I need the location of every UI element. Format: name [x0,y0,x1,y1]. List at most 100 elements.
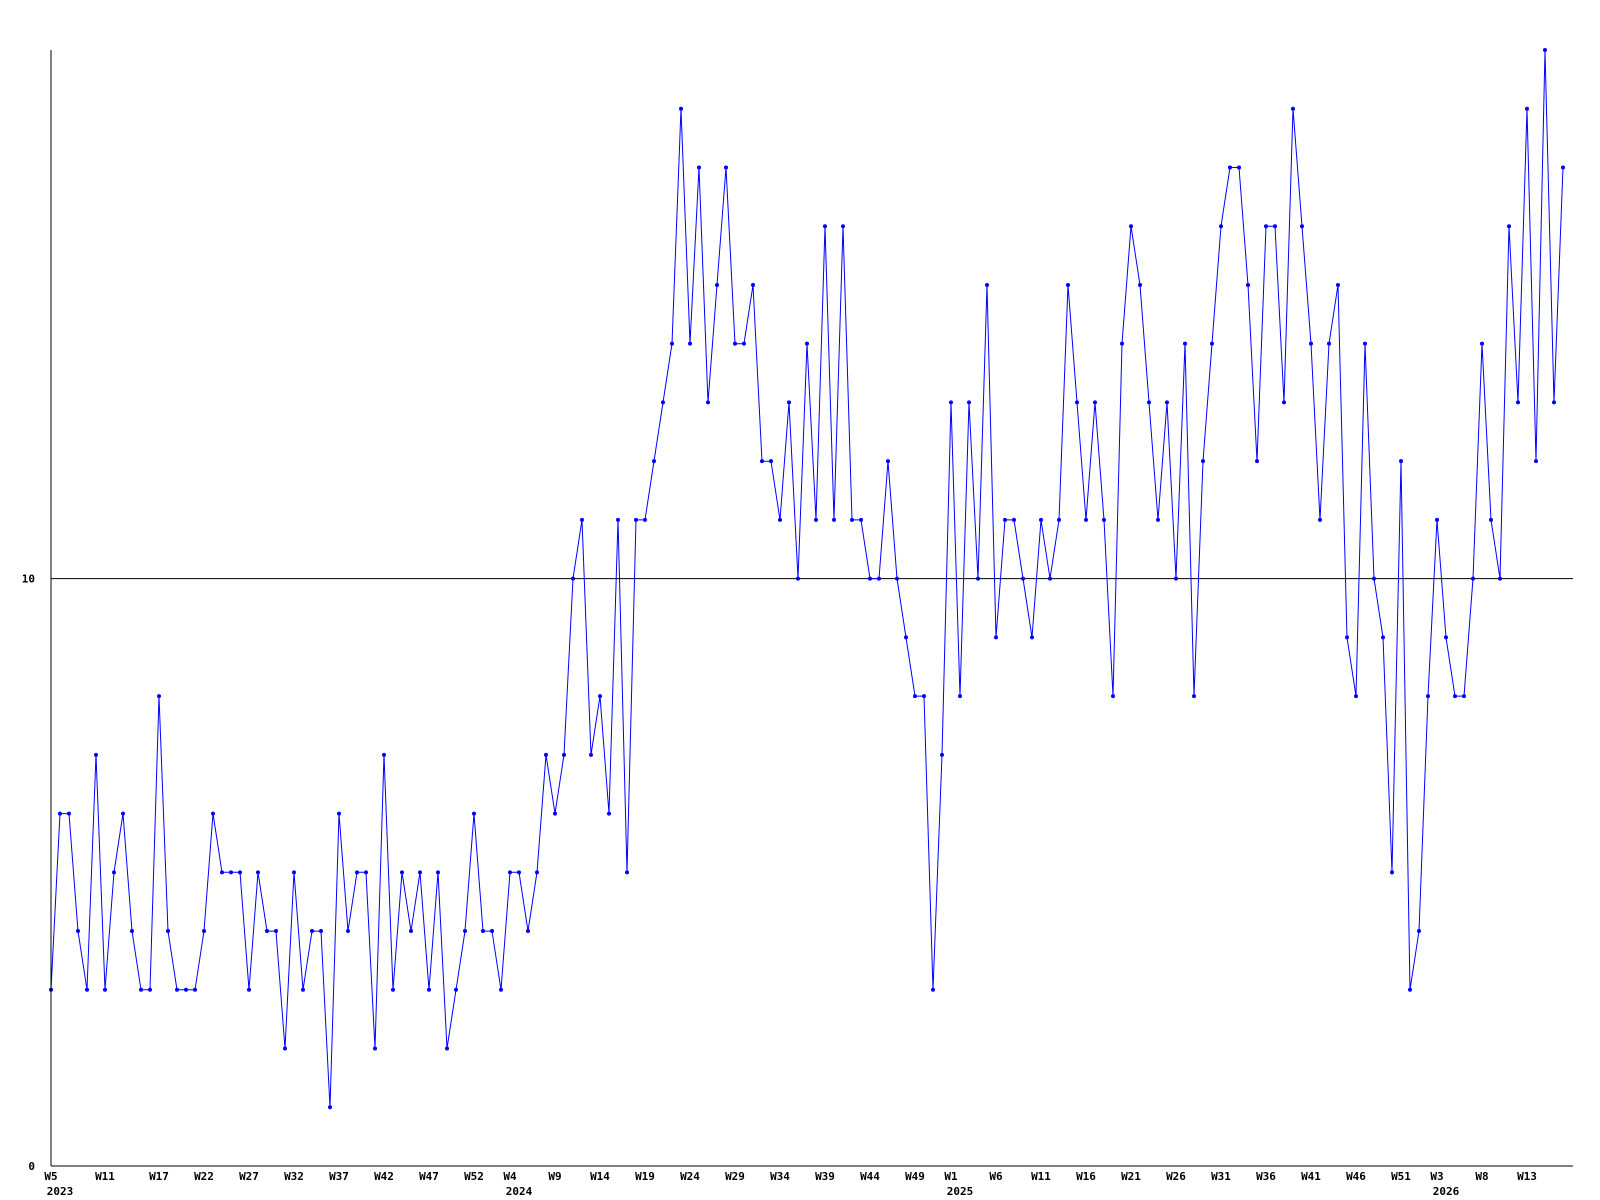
data-point [1363,341,1367,346]
data-point [1561,165,1565,170]
data-point [436,870,440,875]
data-point [490,929,494,934]
data-point [445,1046,449,1051]
data-point [1012,517,1016,522]
data-point [1210,341,1214,346]
data-point [112,870,116,875]
data-point [742,341,746,346]
data-point [1399,459,1403,464]
data-point [1426,694,1430,699]
x-tick-year-label: 2025 [947,1185,974,1198]
x-tick-label: W22 [194,1170,214,1183]
data-point [706,400,710,405]
data-point [976,576,980,581]
data-point [1201,459,1205,464]
data-point [1417,929,1421,934]
data-point [1039,517,1043,522]
data-point [1291,106,1295,111]
data-point [454,987,458,992]
x-tick-label: W3 [1430,1170,1443,1183]
x-tick-label: W13 [1517,1170,1537,1183]
x-tick-year-label: 2026 [1433,1185,1460,1198]
x-tick-label: W39 [815,1170,835,1183]
data-point [1300,224,1304,229]
data-point [1219,224,1223,229]
x-tick-label: W6 [989,1170,1003,1183]
data-point [1111,694,1115,699]
data-point [1372,576,1376,581]
data-point [616,517,620,522]
data-point [850,517,854,522]
x-tick-label: W51 [1391,1170,1411,1183]
data-point [940,752,944,757]
data-point [1318,517,1322,522]
x-tick-year-label: 2023 [47,1185,74,1198]
data-point [1381,635,1385,640]
data-point [481,929,485,934]
data-point [427,987,431,992]
x-tick-label: W52 [464,1170,484,1183]
data-point [1498,576,1502,581]
data-point [517,870,521,875]
data-point [1192,694,1196,699]
data-point [400,870,404,875]
data-point [625,870,629,875]
tick-labels: 0 10 W5 2023 W11 W17 W22 W27 W32 W37 W42 W47 W52 W4 20… [22,573,1537,1198]
data-point [1102,517,1106,522]
x-tick-label: W46 [1346,1170,1366,1183]
data-point [670,341,674,346]
x-tick-label: W34 [770,1170,790,1183]
data-point [148,987,152,992]
y-tick-label: 10 [22,573,35,586]
x-tick-label: W42 [374,1170,394,1183]
data-point [544,752,548,757]
data-point [841,224,845,229]
data-point [157,694,161,699]
data-point [310,929,314,934]
data-point [319,929,323,934]
data-point [760,459,764,464]
data-point [1336,282,1340,287]
data-point [328,1105,332,1110]
x-tick-label: W11 [95,1170,115,1183]
data-point [958,694,962,699]
data-point [967,400,971,405]
data-point [949,400,953,405]
data-point [94,752,98,757]
x-tick-year-label: 2024 [506,1185,533,1198]
data-point [418,870,422,875]
data-point [733,341,737,346]
x-tick-label: W8 [1475,1170,1488,1183]
data-point [1066,282,1070,287]
data-point [1390,870,1394,875]
data-point [364,870,368,875]
x-tick-label: W32 [284,1170,304,1183]
data-point [1057,517,1061,522]
data-point [1516,400,1520,405]
data-point [1264,224,1268,229]
data-point [1138,282,1142,287]
data-point [1147,400,1151,405]
data-point [796,576,800,581]
data-point [787,400,791,405]
data-point [868,576,872,581]
data-point [697,165,701,170]
data-point [139,987,143,992]
data-point [1354,694,1358,699]
x-tick-label: W26 [1166,1170,1186,1183]
data-point [859,517,863,522]
data-point [607,811,611,816]
data-point [1156,517,1160,522]
data-point [985,282,989,287]
data-point [1084,517,1088,522]
data-point [1048,576,1052,581]
x-tick-label: W9 [548,1170,561,1183]
data-point [211,811,215,816]
data-point [1228,165,1232,170]
data-point [724,165,728,170]
x-tick-label: W29 [725,1170,745,1183]
data-point [247,987,251,992]
data-point [373,1046,377,1051]
x-tick-label: W41 [1301,1170,1321,1183]
data-point [1471,576,1475,581]
